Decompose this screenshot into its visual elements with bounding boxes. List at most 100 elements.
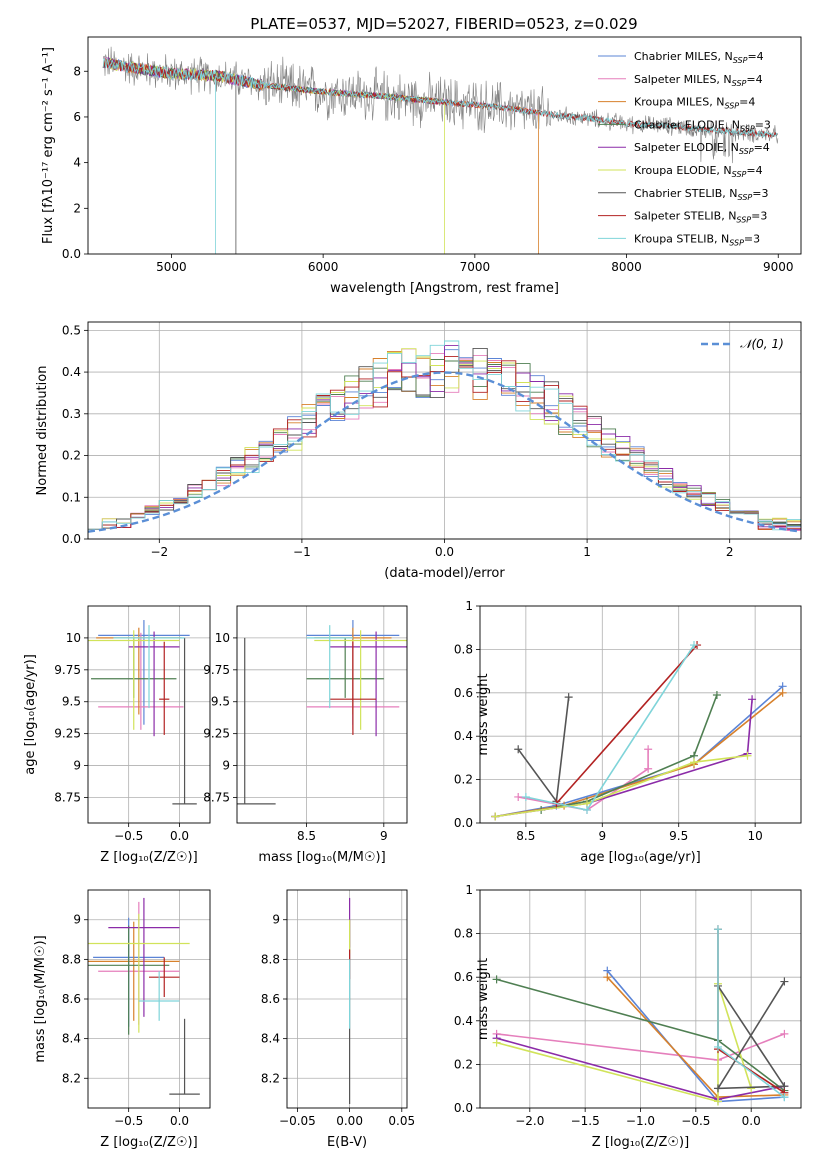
y-tick-label: 0.0 xyxy=(62,247,81,261)
weight-marker xyxy=(514,745,523,754)
weight-marker xyxy=(713,1084,722,1093)
x-tick-label: 9.5 xyxy=(669,829,688,843)
x-tick-label: −0.5 xyxy=(681,1114,710,1128)
x-tick-label: 0.0 xyxy=(170,1114,189,1128)
y-tick-label: 9.5 xyxy=(62,695,81,709)
y-axis-label: mass weight xyxy=(476,673,491,755)
legend-label: Salpeter MILES, NSSP=4 xyxy=(634,73,763,88)
weight-series-chabrier-elodie xyxy=(537,690,721,814)
weight-marker xyxy=(644,745,653,754)
axes-frame xyxy=(87,605,211,824)
legend-label: Kroupa ELODIE, NSSP=4 xyxy=(634,164,763,179)
x-tick-label: 0.0 xyxy=(435,545,454,559)
x-axis-label: mass [log₁₀(M/M☉)] xyxy=(258,850,385,865)
x-tick-label: 7000 xyxy=(460,260,491,274)
x-tick-label: 9 xyxy=(380,829,388,843)
weight-line xyxy=(495,685,784,818)
y-tick-label: 0.8 xyxy=(454,642,473,656)
y-tick-label: 4 xyxy=(73,156,81,170)
x-tick-label: 8000 xyxy=(611,260,642,274)
weight-marker xyxy=(713,925,722,934)
axes-mass_vs_ebv: −0.05 0.00 0.05 8.2 8.4 8.6 8.8 9 E(B-V) xyxy=(261,889,415,1150)
x-axis-label: Z [log₁₀(Z/Z☉)] xyxy=(592,1135,689,1150)
errorbar-chabrier-stelib xyxy=(237,637,276,805)
y-tick-label: 10 xyxy=(215,631,230,645)
errorbar-kroupa-stelib xyxy=(113,625,185,709)
x-tick-label: 5000 xyxy=(156,260,187,274)
y-tick-label: 9.75 xyxy=(203,663,230,677)
x-tick-label: 0.05 xyxy=(388,1114,415,1128)
y-tick-label: 8.8 xyxy=(62,952,81,966)
x-tick-label: 1 xyxy=(583,545,591,559)
y-tick-label: 8.2 xyxy=(62,1071,81,1085)
weight-marker xyxy=(780,1093,789,1102)
weight-marker xyxy=(778,688,787,697)
x-tick-label: 0.0 xyxy=(742,1114,761,1128)
plot-area-age_vs_Z xyxy=(88,620,197,805)
weight-marker xyxy=(748,695,757,704)
histogram-kroupa-stelib xyxy=(88,340,801,531)
weight-marker xyxy=(492,1038,501,1047)
weight-marker xyxy=(690,758,698,767)
weight-marker xyxy=(603,973,612,982)
errorbar-kroupa-elodie xyxy=(88,913,190,1033)
figure-title: PLATE=0537, MJD=52027, FIBERID=0523, z=0… xyxy=(250,15,637,33)
y-tick-label: 0.2 xyxy=(62,449,81,463)
y-tick-label: 0.4 xyxy=(62,365,81,379)
y-tick-label: 8.6 xyxy=(62,992,81,1006)
y-tick-label: 9 xyxy=(73,759,81,773)
y-tick-label: 8.6 xyxy=(261,992,280,1006)
y-axis-label: Normed distribution xyxy=(35,366,50,496)
y-tick-label: 0.2 xyxy=(454,1057,473,1071)
y-tick-label: 1 xyxy=(465,883,473,897)
weight-series-kroupa-elodie xyxy=(491,751,752,821)
x-axis-label: Z [log₁₀(Z/Z☉)] xyxy=(100,850,197,865)
y-tick-label: 9 xyxy=(272,913,280,927)
y-tick-label: 10 xyxy=(66,631,81,645)
plot-area-mass_vs_Z xyxy=(88,897,200,1095)
x-tick-label: −1 xyxy=(293,545,311,559)
errorbar-salpeter-elodie xyxy=(128,631,180,737)
plot-area-weight_vs_age xyxy=(491,641,787,821)
weight-marker xyxy=(521,792,530,801)
x-tick-label: −2.0 xyxy=(515,1114,544,1128)
x-tick-label: 9 xyxy=(598,829,606,843)
y-tick-label: 0.0 xyxy=(62,532,81,546)
y-axis-label: mass weight xyxy=(476,958,491,1040)
y-tick-label: 9.25 xyxy=(203,727,230,741)
x-tick-label: 8.5 xyxy=(516,829,535,843)
y-tick-label: 0.0 xyxy=(454,816,473,830)
histogram-salpeter-stelib xyxy=(88,356,801,530)
y-tick-label: 8.8 xyxy=(261,952,280,966)
x-tick-label: −0.5 xyxy=(114,829,143,843)
axes-spectrum: 5000 6000 7000 8000 9000 0.0 2 4 6 8 wavelength [A… xyxy=(41,36,802,296)
errorbar-kroupa-stelib xyxy=(306,625,353,709)
y-tick-label: 8.75 xyxy=(203,790,230,804)
weight-series-chabrier-stelib xyxy=(713,977,789,1093)
y-tick-label: 0.8 xyxy=(454,927,473,941)
weight-marker xyxy=(564,693,573,702)
errorbar-chabrier-elodie xyxy=(306,637,384,698)
y-tick-label: 9.5 xyxy=(211,695,230,709)
errorbar-chabrier-stelib xyxy=(169,1018,200,1095)
axes-frame xyxy=(236,605,408,824)
errorbar-salpeter-stelib xyxy=(159,641,170,735)
y-axis-label: Flux [fλ10⁻¹⁷ erg cm⁻² s⁻¹ A⁻¹] xyxy=(41,47,56,244)
y-tick-label: 2 xyxy=(73,201,81,215)
axes-frame xyxy=(87,36,802,255)
y-tick-label: 8.2 xyxy=(261,1071,280,1085)
errorbar-salpeter-stelib xyxy=(149,957,180,998)
y-axis-label: mass [log₁₀(M/M☉)] xyxy=(33,935,48,1062)
weight-line xyxy=(555,644,698,805)
weight-marker xyxy=(780,977,789,986)
x-tick-label: 6000 xyxy=(308,260,339,274)
x-tick-label: −0.05 xyxy=(279,1114,316,1128)
plot-area-age_vs_mass xyxy=(237,620,407,805)
x-axis-label: (data-model)/error xyxy=(384,566,505,581)
y-tick-label: 0.2 xyxy=(454,773,473,787)
x-axis-label: E(B-V) xyxy=(327,1135,367,1150)
gaussian-curve xyxy=(88,371,801,533)
y-tick-label: 0.3 xyxy=(62,407,81,421)
